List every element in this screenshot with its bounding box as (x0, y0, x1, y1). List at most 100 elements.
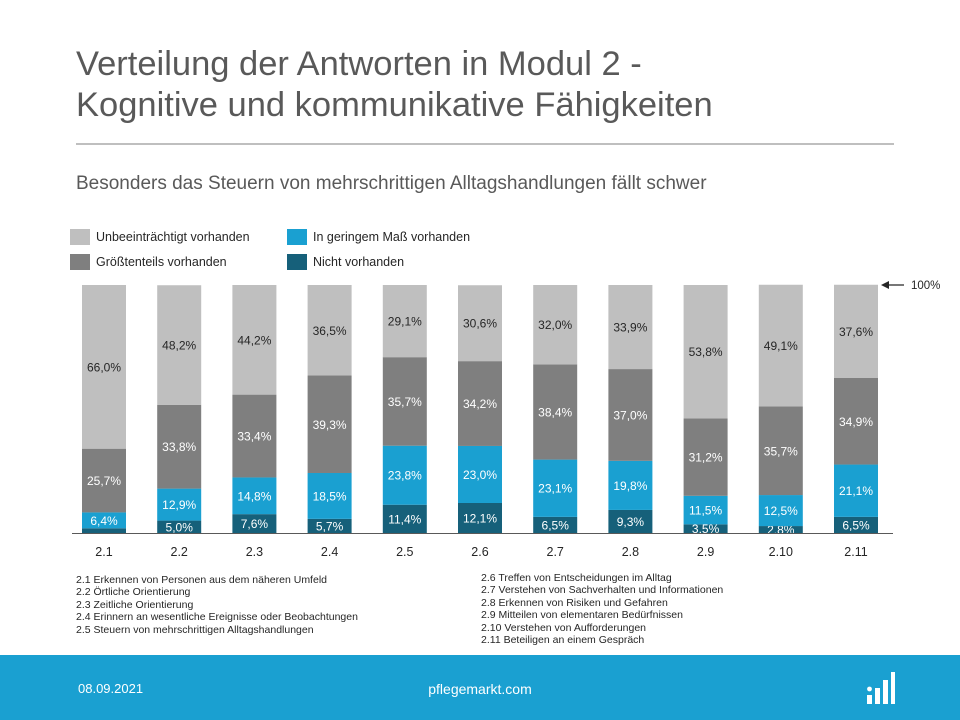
legend-label: In geringem Maß vorhanden (313, 230, 471, 244)
bar-chart-logo-icon (867, 672, 895, 704)
note-item: 2.1 Erkennen von Personen aus dem nähere… (76, 574, 327, 586)
note-item: 2.10 Verstehen von Aufforderungen (481, 621, 647, 634)
data-label: 38,4% (538, 405, 572, 419)
data-label: 37,6% (839, 325, 873, 339)
category-notes-right: 2.6 Treffen von Entscheidungen im Alltag… (481, 572, 723, 646)
bar-segment (683, 418, 728, 496)
x-tick-label: 2.7 (547, 545, 564, 559)
page-subtitle: Besonders das Steuern von mehrschrittige… (76, 173, 707, 194)
title-line-1: Verteilung der Antworten in Modul 2 - (76, 45, 642, 83)
data-label: 9,3% (617, 515, 645, 529)
bar-segment (608, 369, 653, 461)
bar-segment (382, 357, 427, 446)
bar-segment (382, 504, 427, 533)
data-label: 31,2% (689, 451, 723, 465)
legend-swatch (287, 229, 307, 245)
data-label: 37,0% (613, 408, 647, 422)
legend-item-unbeeintraechtigt: Unbeeinträchtigt vorhanden (70, 229, 250, 245)
reference-arrow-head-icon (881, 281, 889, 289)
data-label: 33,4% (237, 430, 271, 444)
bar-segment (758, 495, 803, 527)
note-item: 2.2 Örtliche Orientierung (76, 586, 191, 599)
data-label: 23,0% (463, 468, 497, 482)
note-item: 2.5 Steuern von mehrschrittigen Alltagsh… (76, 623, 314, 636)
bar-segment (157, 488, 202, 521)
data-label: 34,2% (463, 397, 497, 411)
note-item: 2.7 Verstehen von Sachverhalten und Info… (481, 584, 724, 597)
data-label: 11,5% (689, 504, 722, 518)
note-item: 2.8 Erkennen von Risiken und Gefahren (481, 596, 668, 609)
x-tick-label: 2.9 (697, 545, 714, 559)
bar-segment (533, 364, 578, 460)
bar-segment (232, 477, 277, 515)
legend-swatch (70, 229, 90, 245)
bar-segment (307, 472, 352, 519)
data-label: 35,7% (388, 395, 422, 409)
bar-segment (307, 285, 352, 376)
bar-segment (834, 516, 878, 533)
data-label: 6,5% (542, 518, 570, 532)
bar-segment (758, 406, 803, 496)
bar-segment (382, 285, 427, 358)
data-label: 36,5% (313, 324, 347, 338)
bar-segment (533, 459, 578, 517)
x-tick-label: 2.6 (471, 545, 488, 559)
bar-segment (307, 518, 352, 533)
legend-swatch (70, 254, 90, 270)
data-label: 44,2% (237, 333, 271, 347)
page-title: Verteilung der Antworten in Modul 2 - Ko… (76, 44, 916, 126)
data-label: 48,2% (162, 339, 196, 353)
legend-item-in-geringem-mass: In geringem Maß vorhanden (287, 229, 470, 245)
bar-segment (758, 526, 803, 533)
bar-segment (157, 520, 202, 533)
legend-label: Nicht vorhanden (313, 255, 405, 269)
data-label: 39,3% (313, 418, 347, 432)
data-label: 12,9% (162, 498, 196, 512)
data-label: 14,8% (237, 489, 271, 503)
bar-segment (533, 516, 578, 533)
bar-segment (458, 502, 502, 533)
data-label: 32,0% (538, 318, 572, 332)
bar-segment (82, 448, 126, 513)
data-label: 12,5% (764, 504, 798, 518)
legend-item-nicht-vorhanden: Nicht vorhanden (287, 254, 404, 270)
x-tick-label: 2.1 (95, 545, 112, 559)
x-tick-label: 2.4 (321, 545, 338, 559)
data-label: 6,4% (90, 514, 118, 528)
legend-swatch (287, 254, 307, 270)
data-label: 49,1% (764, 339, 798, 353)
note-item: 2.11 Beteiligen an einem Gespräch (481, 634, 645, 647)
data-label: 35,7% (764, 444, 798, 458)
bar-segment (608, 460, 653, 510)
footer-bar: 08.09.2021 pflegemarkt.com (0, 655, 960, 720)
footer-date: 08.09.2021 (78, 681, 144, 696)
bar-segment (533, 285, 578, 365)
data-label: 12,1% (463, 511, 497, 525)
x-tick-label: 2.8 (622, 545, 639, 559)
chart-legend: Unbeeinträchtigt vorhanden In geringem M… (70, 229, 530, 273)
bar-segment (683, 495, 728, 525)
data-label: 5,7% (316, 519, 344, 533)
note-item: 2.3 Zeitliche Orientierung (76, 598, 194, 611)
bar-segment (458, 445, 502, 503)
note-item: 2.4 Erinnern an wesentliche Ereignisse o… (76, 611, 358, 624)
reference-100-label: 100% (911, 280, 940, 292)
footer-site-link[interactable]: pflegemarkt.com (428, 681, 532, 697)
data-label: 66,0% (87, 360, 121, 374)
bar-segment (157, 404, 202, 489)
x-tick-label: 2.10 (769, 545, 793, 559)
note-item: 2.6 Treffen von Entscheidungen im Alltag (481, 572, 672, 584)
bar-segment (608, 285, 653, 370)
title-divider (76, 143, 894, 145)
x-tick-label: 2.3 (246, 545, 263, 559)
data-label: 18,5% (313, 489, 347, 503)
category-notes-left: 2.1 Erkennen von Personen aus dem nähere… (76, 574, 358, 636)
bar-segment (82, 528, 126, 533)
data-label: 29,1% (388, 315, 422, 329)
bar-segment (683, 285, 728, 419)
bar-segment (157, 285, 202, 405)
legend-label: Größtenteils vorhanden (96, 255, 227, 269)
legend-label: Unbeeinträchtigt vorhanden (96, 230, 250, 244)
bar-segment (834, 464, 878, 517)
data-label: 11,4% (388, 512, 421, 526)
